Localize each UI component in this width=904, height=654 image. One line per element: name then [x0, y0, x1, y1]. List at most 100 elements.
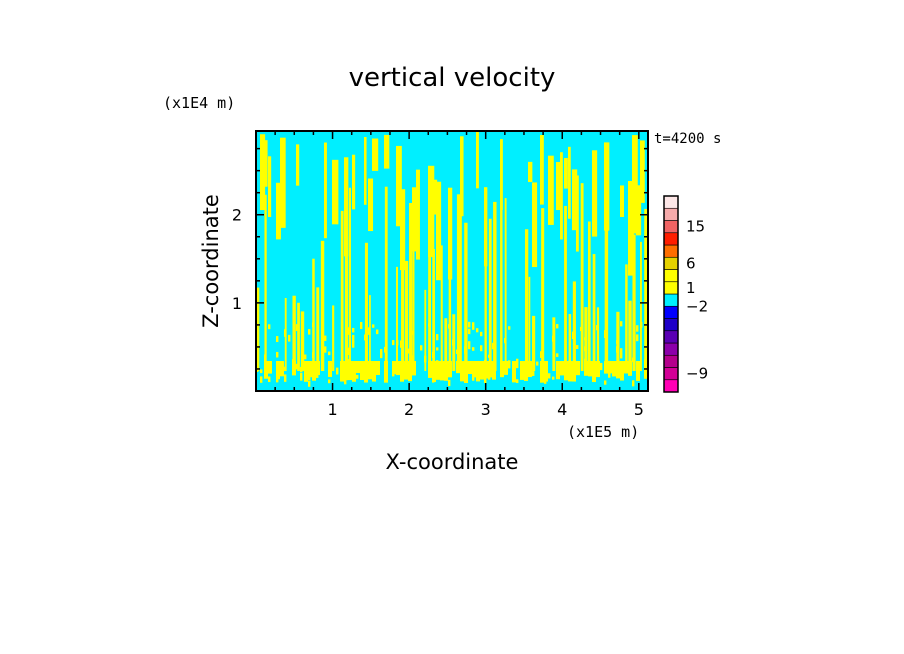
field-cell — [356, 374, 359, 379]
field-cell — [412, 215, 415, 371]
x-tick-label: 3 — [481, 400, 491, 419]
field-cell — [268, 324, 271, 330]
field-cell — [536, 361, 539, 366]
colorbar-label: 15 — [686, 218, 705, 236]
field-cell — [368, 368, 371, 376]
field-cell — [396, 266, 398, 371]
field-cell — [584, 346, 587, 352]
field-cell — [476, 361, 480, 382]
field-cell — [632, 234, 636, 371]
field-cell — [420, 345, 423, 351]
field-cell — [552, 317, 556, 371]
field-cell — [464, 222, 468, 371]
field-cell — [472, 347, 475, 351]
field-cell — [332, 305, 335, 371]
field-cell — [352, 154, 356, 210]
field-cell — [488, 376, 491, 380]
field-cell — [396, 145, 402, 227]
field-cell — [560, 361, 564, 376]
field-cell — [368, 178, 374, 232]
field-cell — [364, 361, 368, 383]
field-cell — [268, 376, 271, 383]
x-tick-label: 1 — [327, 400, 337, 419]
field-cell — [352, 334, 355, 343]
field-cell — [616, 340, 619, 344]
field-cell — [576, 369, 579, 373]
field-cell — [592, 363, 595, 371]
colorbar-segment — [663, 318, 679, 332]
field-cell — [508, 360, 511, 364]
field-cell — [480, 345, 483, 352]
field-cell — [620, 321, 623, 327]
field-cell — [436, 361, 440, 380]
field-cell — [276, 182, 281, 240]
field-cell — [340, 210, 344, 371]
field-cell — [616, 346, 619, 353]
field-cell — [640, 321, 643, 328]
field-cell — [444, 318, 448, 371]
field-cell — [580, 326, 583, 332]
field-cell — [476, 131, 479, 189]
field-cell — [364, 334, 367, 341]
field-cell — [568, 360, 571, 368]
colorbar-label: −9 — [686, 365, 708, 383]
field-cell — [564, 360, 567, 369]
field-cell — [592, 254, 596, 371]
field-cell — [640, 140, 645, 203]
field-cell — [308, 329, 311, 335]
field-cell — [544, 361, 548, 382]
colorbar-segment — [663, 330, 679, 344]
field-cell — [384, 186, 388, 371]
field-cell — [284, 329, 287, 337]
x-tick-label: 4 — [557, 400, 567, 419]
field-cell — [376, 329, 379, 335]
field-cell — [493, 201, 497, 371]
colorbar-label: 1 — [686, 279, 696, 297]
field-cell — [297, 302, 300, 371]
field-cell — [472, 374, 475, 381]
field-cell — [324, 346, 327, 353]
field-cell — [636, 185, 642, 236]
field-cell — [312, 352, 315, 359]
field-cell — [456, 349, 459, 354]
field-cell — [500, 139, 503, 210]
field-cell — [504, 338, 507, 344]
field-cell — [528, 161, 533, 183]
field-cell — [568, 146, 571, 219]
field-cell — [324, 335, 327, 341]
field-cell — [340, 361, 344, 382]
colorbar: 15 6 1−2 −9 — [663, 195, 708, 393]
field-cell — [256, 287, 260, 371]
field-cell — [476, 328, 479, 333]
field-cell — [528, 276, 531, 371]
field-cell — [448, 324, 451, 329]
field-cell — [432, 361, 436, 382]
field-cell — [620, 353, 623, 359]
field-cell — [412, 330, 415, 335]
field-cell — [296, 324, 299, 331]
field-cell — [588, 350, 591, 354]
field-cell — [356, 361, 360, 374]
colorbar-segment — [663, 232, 679, 246]
field-cell — [592, 361, 596, 383]
field-cell — [500, 207, 503, 371]
field-cell — [268, 156, 272, 217]
field-cell — [628, 300, 632, 371]
field-cell — [436, 334, 439, 341]
field-cell — [368, 327, 371, 335]
field-cell — [480, 366, 483, 373]
field-cell — [540, 351, 543, 358]
field-cell — [552, 376, 555, 380]
field-cell — [320, 240, 325, 371]
field-cell — [372, 324, 375, 328]
field-cell — [312, 322, 315, 328]
field-cell — [392, 373, 395, 377]
colorbar-segment — [663, 256, 679, 270]
field-cell — [564, 158, 568, 189]
field-cell — [276, 361, 280, 380]
field-cell — [360, 366, 363, 370]
field-cell — [464, 361, 468, 383]
x-tick-label: 5 — [634, 400, 644, 419]
chart-title: vertical velocity — [349, 63, 556, 93]
colorbar-segment — [663, 207, 679, 221]
